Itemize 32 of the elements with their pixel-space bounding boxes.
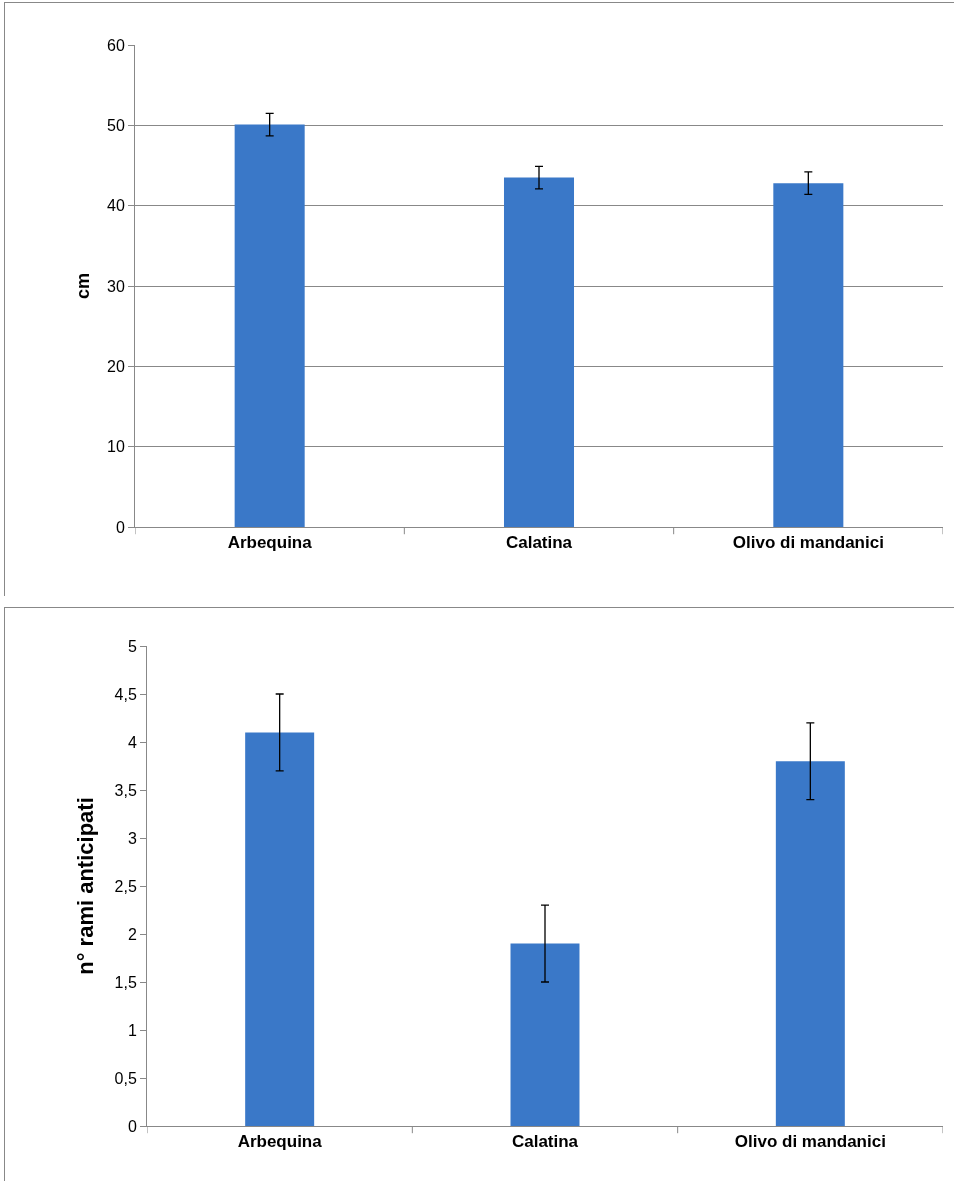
y-tick-label: 0 [115,518,125,536]
x-tick-label: Calatina [505,533,573,553]
y-tick-label: 2 [127,925,137,943]
y-tick-label: 30 [107,277,125,295]
y-tick-label: 3,5 [114,781,137,799]
y-tick-label: 2,5 [114,877,137,895]
bar [503,177,575,527]
x-tick-label: Arbequina [227,533,313,553]
y-tick-label: 4,5 [114,685,137,703]
bar [245,732,315,1126]
y-tick-label: 3 [127,829,137,847]
y-axis-title: cm [73,272,93,300]
y-tick-label: 50 [107,116,125,134]
y-tick-label: 4 [127,733,137,751]
y-tick-label: 10 [107,438,125,456]
x-tick-label: Arbequina [237,1132,323,1152]
y-tick-label: 40 [107,197,125,215]
x-tick-label: Calatina [511,1132,579,1152]
y-tick-label: 1 [127,1021,137,1039]
y-axis-title: n° rami anticipati [73,797,98,975]
bar [775,761,845,1126]
y-tick-label: 1,5 [114,973,137,991]
x-tick-label: Olivo di mandanici [734,1132,886,1152]
bar [234,124,305,527]
y-tick-label: 0 [127,1117,137,1135]
y-tick-label: 20 [107,357,125,375]
bar [510,943,580,1126]
x-tick-label: Olivo di mandanici [732,533,884,553]
y-tick-label: 60 [107,36,125,54]
bar [773,183,844,527]
y-tick-label: 0,5 [114,1069,137,1087]
y-tick-label: 5 [127,637,137,655]
